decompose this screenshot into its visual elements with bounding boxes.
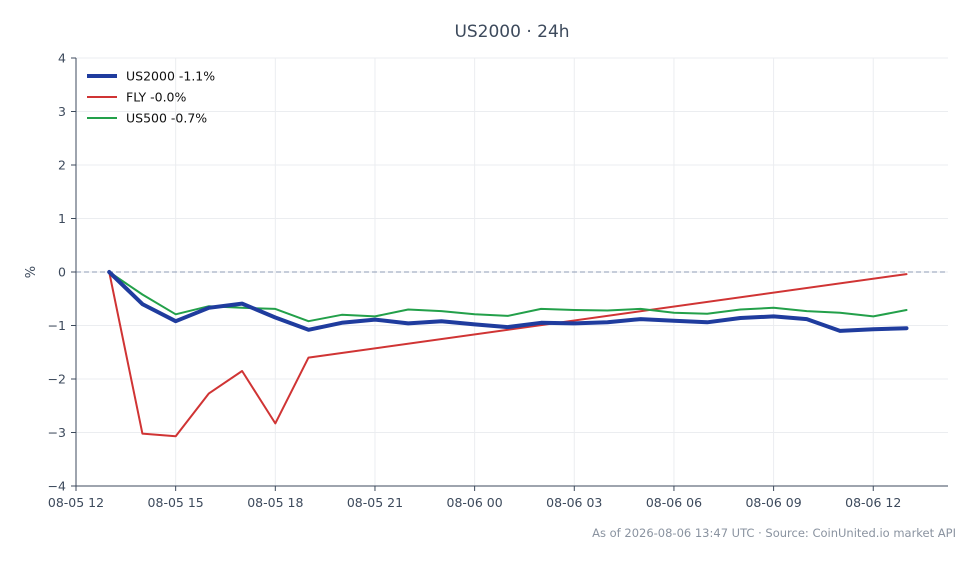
- x-tick-label: 08-06 00: [447, 495, 503, 510]
- y-tick-label: 1: [58, 211, 66, 226]
- y-tick-label: 2: [58, 158, 66, 173]
- y-tick-label: 3: [58, 104, 66, 119]
- series-line-us500: [108, 271, 908, 323]
- x-tick-label: 08-05 15: [148, 495, 204, 510]
- x-tick-label: 08-06 09: [745, 495, 801, 510]
- y-tick-label: 4: [58, 51, 66, 66]
- series-line-us2000: [107, 270, 909, 333]
- x-axis-ticks: 08-05 12 08-05 15 08-05 18 08-05 21 08-06 00…: [48, 486, 901, 510]
- legend-label: US500 -0.7%: [126, 111, 207, 126]
- x-tick-label: 08-05 18: [247, 495, 303, 510]
- legend: US2000 -1.1% FLY -0.0% US500 -0.7%: [87, 69, 215, 126]
- footnote: As of 2026-08-06 13:47 UTC · Source: Coi…: [592, 526, 956, 540]
- legend-label: FLY -0.0%: [126, 90, 186, 105]
- x-tick-label: 08-05 21: [347, 495, 403, 510]
- y-tick-label: 0: [58, 265, 66, 280]
- chart-title: US2000 · 24h: [454, 22, 569, 42]
- legend-label: US2000 -1.1%: [126, 69, 215, 84]
- y-axis-label: %: [24, 266, 39, 278]
- x-tick-label: 08-06 06: [646, 495, 702, 510]
- series-layer: [107, 270, 909, 438]
- y-tick-label: −3: [48, 425, 66, 440]
- x-tick-label: 08-05 12: [48, 495, 104, 510]
- x-tick-label: 08-06 03: [546, 495, 602, 510]
- y-tick-label: −1: [48, 318, 66, 333]
- x-tick-label: 08-06 12: [845, 495, 901, 510]
- y-axis-ticks: 4 3 2 1 0 −1 −2 −3 −4: [48, 51, 76, 494]
- y-tick-label: −4: [48, 479, 66, 494]
- series-line-fly: [108, 271, 908, 438]
- y-tick-label: −2: [48, 372, 66, 387]
